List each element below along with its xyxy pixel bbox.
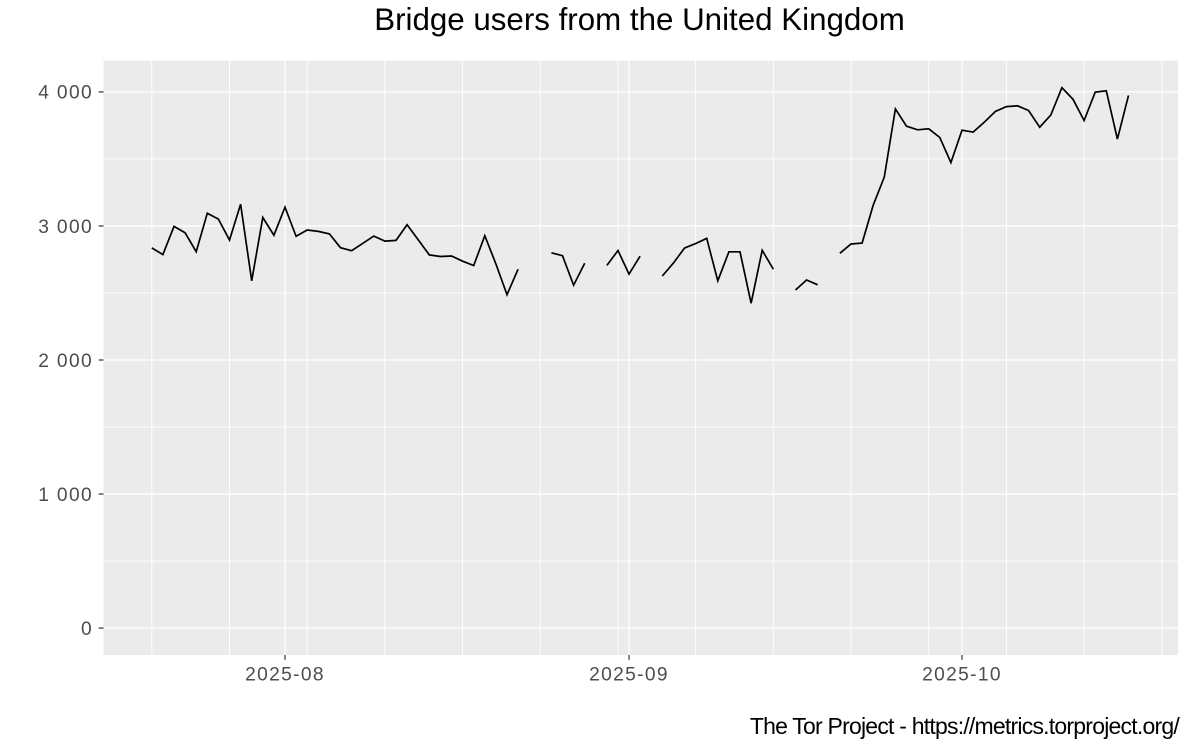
svg-text:Bridge users from the United K: Bridge users from the United Kingdom (374, 2, 905, 37)
svg-text:2 000: 2 000 (38, 351, 93, 372)
svg-text:2025-09: 2025-09 (589, 665, 669, 686)
svg-text:0: 0 (81, 619, 93, 640)
svg-text:1 000: 1 000 (38, 485, 93, 506)
svg-text:2025-08: 2025-08 (245, 665, 325, 686)
svg-text:3 000: 3 000 (38, 217, 93, 238)
svg-text:4 000: 4 000 (38, 83, 93, 104)
svg-text:The Tor Project - https://metr: The Tor Project - https://metrics.torpro… (750, 713, 1181, 739)
svg-text:2025-10: 2025-10 (922, 665, 1002, 686)
